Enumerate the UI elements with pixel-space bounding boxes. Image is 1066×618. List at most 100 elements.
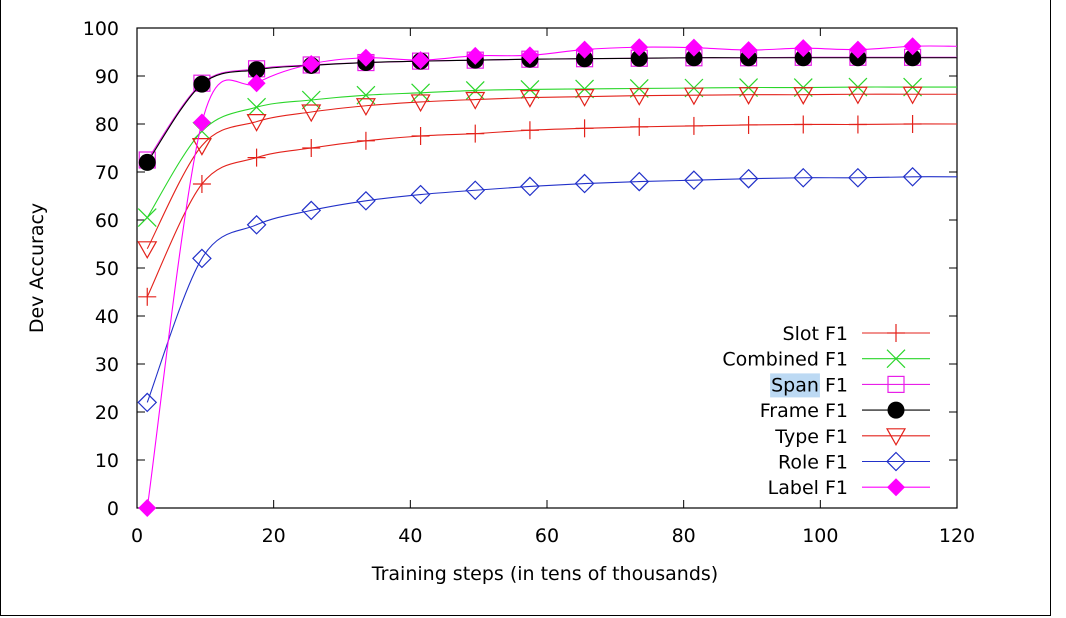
y-tick-label: 20 (95, 402, 119, 424)
data-point-label-f1 (138, 499, 157, 517)
data-point-type-f1 (410, 94, 431, 113)
text-selection-highlight (770, 373, 820, 398)
data-point-combined-f1 (465, 80, 485, 100)
data-point-label-f1 (575, 40, 594, 59)
legend-marker-frame-f1 (887, 401, 905, 419)
data-point-role-f1 (356, 190, 376, 211)
data-point-type-f1 (191, 138, 212, 156)
legend-entry-role-f1: Role F1 (778, 452, 930, 474)
legend-marker-span-f1 (887, 375, 905, 393)
data-point-frame-f1 (193, 75, 211, 93)
data-point-label-f1 (466, 46, 485, 65)
series-line-span-f1 (146, 56, 957, 161)
data-point-combined-f1 (247, 97, 267, 117)
data-point-label-f1 (739, 41, 758, 60)
data-point-slot-f1 (466, 124, 485, 143)
data-point-frame-f1 (904, 49, 922, 67)
data-point-role-f1 (301, 200, 322, 221)
legend-entry-slot-f1: Slot F1 (783, 323, 930, 345)
data-point-slot-f1 (684, 116, 703, 135)
data-point-label-f1 (356, 48, 375, 67)
legend-marker-label-f1 (887, 478, 905, 497)
data-point-frame-f1 (630, 49, 648, 67)
data-point-role-f1 (192, 248, 212, 269)
y-tick-label: 60 (95, 210, 119, 232)
y-tick-label: 0 (107, 498, 119, 520)
data-point-frame-f1 (685, 49, 703, 67)
y-axis-title: Dev Accuracy (26, 203, 48, 333)
series-combined-f1 (137, 77, 957, 228)
data-point-role-f1 (465, 180, 486, 201)
x-tick-label: 0 (131, 525, 143, 547)
x-tick-label: 60 (535, 525, 559, 547)
series-line-slot-f1 (146, 123, 958, 298)
data-point-type-f1 (519, 89, 540, 108)
data-point-type-f1 (847, 86, 868, 105)
y-tick-label: 30 (95, 354, 119, 376)
x-tick-label: 120 (939, 525, 975, 547)
data-point-label-f1 (411, 51, 430, 70)
legend-label-span-f1: Span F1 (771, 374, 848, 396)
data-point-slot-f1 (903, 115, 922, 133)
legend-marker-type-f1 (885, 428, 907, 447)
y-tick-label: 100 (83, 18, 119, 40)
data-point-role-f1 (902, 166, 923, 187)
data-point-slot-f1 (630, 117, 649, 136)
series-line-role-f1 (146, 176, 958, 403)
data-point-label-f1 (848, 40, 867, 59)
series-type-f1 (137, 86, 957, 260)
series-role-f1 (137, 166, 958, 413)
data-point-slot-f1 (247, 148, 266, 167)
legend-entry-label-f1: Label F1 (768, 477, 930, 499)
data-point-slot-f1 (848, 115, 867, 134)
x-tick-label: 80 (672, 525, 696, 547)
data-point-role-f1 (793, 167, 814, 188)
data-point-type-f1 (738, 87, 759, 105)
data-point-combined-f1 (301, 90, 321, 110)
data-point-slot-f1 (794, 115, 813, 134)
series-line-frame-f1 (146, 57, 957, 163)
x-tick-label: 40 (398, 525, 422, 547)
data-point-type-f1 (629, 88, 650, 106)
series-label-f1 (138, 37, 958, 517)
data-point-frame-f1 (138, 153, 156, 171)
legend-label-role-f1: Role F1 (778, 452, 848, 474)
y-tick-label: 80 (95, 114, 119, 136)
data-point-type-f1 (137, 241, 158, 260)
series-line-label-f1 (146, 45, 958, 509)
data-point-role-f1 (410, 184, 431, 205)
y-tick-label: 90 (95, 66, 119, 88)
data-point-type-f1 (574, 89, 595, 107)
data-point-label-f1 (520, 46, 539, 65)
legend-marker-role-f1 (886, 451, 906, 472)
data-point-slot-f1 (520, 121, 539, 140)
legend-label-frame-f1: Frame F1 (760, 400, 848, 422)
legend-entry-type-f1: Type F1 (774, 426, 930, 448)
data-point-slot-f1 (575, 119, 594, 138)
data-point-combined-f1 (137, 208, 157, 228)
legend-label-label-f1: Label F1 (768, 477, 848, 499)
data-point-type-f1 (793, 87, 814, 105)
y-tick-label: 40 (95, 306, 119, 328)
legend-marker-slot-f1 (887, 324, 905, 342)
data-point-role-f1 (520, 176, 540, 197)
data-point-label-f1 (684, 38, 703, 57)
data-point-type-f1 (465, 91, 486, 110)
data-point-role-f1 (848, 167, 868, 188)
legend-marker-combined-f1 (886, 349, 906, 369)
data-point-slot-f1 (739, 115, 758, 134)
series-slot-f1 (138, 115, 958, 306)
data-point-label-f1 (903, 37, 922, 56)
data-point-combined-f1 (411, 83, 431, 103)
legend-entry-combined-f1: Combined F1 (722, 349, 930, 371)
data-point-role-f1 (738, 168, 759, 189)
legend-label-slot-f1: Slot F1 (783, 323, 848, 345)
data-point-slot-f1 (302, 139, 321, 157)
data-point-type-f1 (301, 104, 322, 123)
data-point-role-f1 (574, 173, 595, 194)
y-tick-label: 10 (95, 450, 119, 472)
data-point-type-f1 (683, 87, 704, 106)
series-frame-f1 (138, 49, 957, 171)
